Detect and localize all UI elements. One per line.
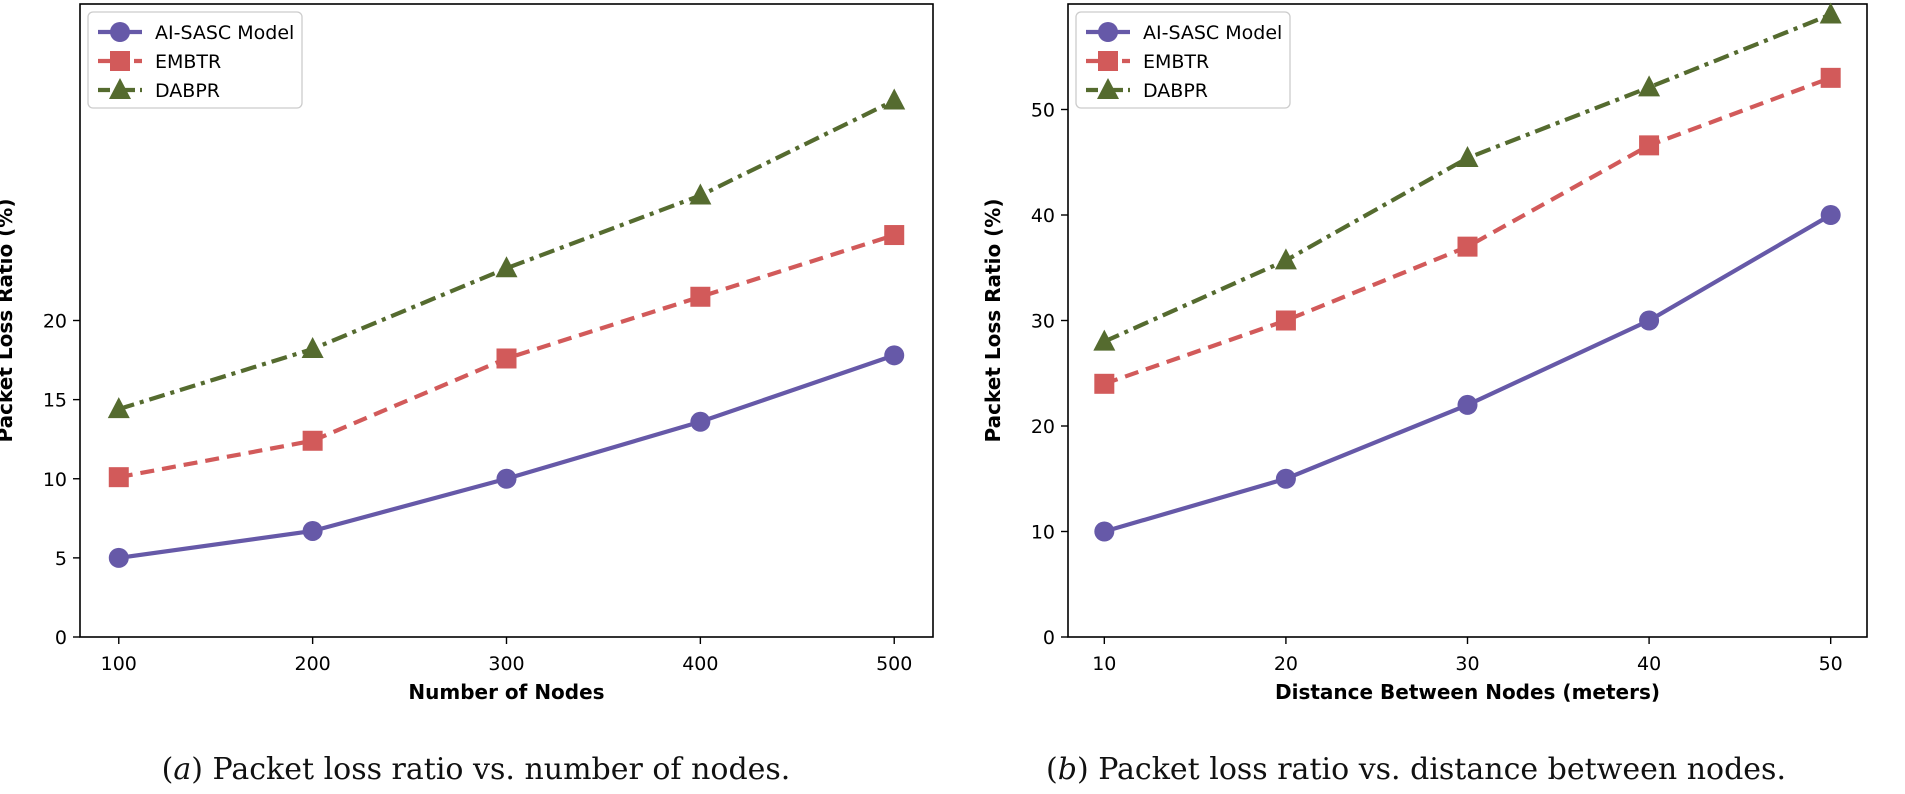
chart-a-series-1-point-2 xyxy=(496,348,517,369)
chart-b-series-2 xyxy=(1093,2,1842,351)
chart-a-series-2-point-2 xyxy=(495,256,518,278)
chart-b-series-2-point-4 xyxy=(1819,2,1842,24)
caption-a: (a) Packet loss ratio vs. number of node… xyxy=(161,752,791,787)
chart-a-series-2-point-3 xyxy=(689,183,712,205)
chart-b-svg: 10 20 30 40 50 0 10 20 30 40 50 Distance Between No… xyxy=(981,2,1868,704)
caption-b-text: Packet loss ratio vs. distance between n… xyxy=(1098,752,1786,787)
chart-b-ytick-label-1: 10 xyxy=(1031,522,1055,544)
chart-b-ytick-label-3: 30 xyxy=(1031,311,1055,333)
chart-a-xtick-label-0: 100 xyxy=(101,653,137,675)
chart-a-ylabel: Packet Loss Ratio (%) xyxy=(0,199,17,443)
chart-b-series-1-point-3 xyxy=(1639,135,1660,156)
chart-b-series-2-point-0 xyxy=(1093,329,1116,351)
chart-a-series-1-point-1 xyxy=(302,430,323,451)
chart-b-ytick-label-2: 20 xyxy=(1031,416,1055,438)
chart-b-xtick-label-3: 40 xyxy=(1637,653,1661,675)
chart-b-series-0-line xyxy=(1103,213,1832,534)
caption-a-text: Packet loss ratio vs. number of nodes. xyxy=(212,752,791,787)
chart-b-series-1-point-1 xyxy=(1275,310,1296,331)
chart-a-series-1 xyxy=(108,225,905,488)
chart-a-ytick-label-4: 20 xyxy=(43,311,67,333)
chart-b-legend-label-1: EMBTR xyxy=(1143,51,1209,73)
chart-a-series-0-point-3 xyxy=(690,411,711,432)
chart-b-series-1-line xyxy=(1103,75,1832,386)
chart-b-legend-label-0: AI-SASC Model xyxy=(1143,22,1282,44)
chart-b-series-2-point-3 xyxy=(1638,75,1661,97)
chart-a-xtick-label-4: 500 xyxy=(876,653,912,675)
chart-a-legend-marker-1 xyxy=(110,51,130,71)
chart-b-series-1-point-2 xyxy=(1457,236,1478,257)
chart-b-legend: AI-SASC Model EMBTR DABPR xyxy=(1075,11,1291,109)
chart-b-series-1-point-0 xyxy=(1094,373,1115,394)
chart-a-series-0 xyxy=(108,345,905,568)
chart-b-series-0-point-4 xyxy=(1820,205,1841,225)
chart-a-series-1-point-3 xyxy=(690,286,711,307)
chart-a-legend-box xyxy=(87,11,303,109)
chart-a-ytick-label-0: 0 xyxy=(55,627,67,649)
chart-a-legend-label-2: DABPR xyxy=(155,80,220,102)
chart-a-legend-label-1: EMBTR xyxy=(155,51,221,73)
chart-a-xlabel: Number of Nodes xyxy=(408,680,604,704)
chart-a-series-0-point-2 xyxy=(496,468,517,489)
chart-a-series-0-point-0 xyxy=(108,547,129,568)
chart-a-ytick-label-3: 15 xyxy=(43,390,67,412)
chart-a-legend-marker-0 xyxy=(110,22,130,42)
chart-a-series-0-point-4 xyxy=(884,345,905,366)
chart-b-xlabel: Distance Between Nodes (meters) xyxy=(1275,680,1660,704)
chart-a-series-0-point-1 xyxy=(302,520,323,541)
chart-b-legend-label-2: DABPR xyxy=(1143,80,1208,102)
chart-b-ytick-label-5: 50 xyxy=(1031,100,1055,122)
chart-a-legend: AI-SASC Model EMBTR DABPR xyxy=(87,11,303,109)
chart-a-xtick-label-3: 400 xyxy=(682,653,718,675)
caption-b: (b) Packet loss ratio vs. distance betwe… xyxy=(1046,752,1786,787)
chart-b-legend-box xyxy=(1075,11,1291,109)
chart-a-legend-marker-2 xyxy=(109,78,131,99)
chart-b-series-0-point-3 xyxy=(1639,310,1660,331)
chart-panel-b: 10 20 30 40 50 0 10 20 30 40 50 Distance Between No… xyxy=(970,0,1905,794)
chart-a-series-2-point-4 xyxy=(883,88,906,110)
chart-panel-a: 100 200 300 400 500 0 5 10 15 20 Number of Nodes Pa… xyxy=(0,0,952,794)
chart-b-series-0-point-2 xyxy=(1457,394,1478,415)
chart-a-legend-label-0: AI-SASC Model xyxy=(155,22,294,44)
chart-a-series-2-point-1 xyxy=(301,336,324,358)
chart-b-xtick-label-4: 50 xyxy=(1819,653,1843,675)
chart-b-xtick-label-2: 30 xyxy=(1455,653,1479,675)
chart-b-series-2-point-2 xyxy=(1456,146,1479,168)
chart-a-ytick-label-1: 5 xyxy=(55,548,67,570)
caption-a-letter: a xyxy=(173,752,192,787)
chart-a-series-1-point-0 xyxy=(108,467,129,488)
chart-b-series-0 xyxy=(1094,205,1841,542)
chart-a-series-2-line xyxy=(118,98,896,412)
chart-b-xtick-label-0: 10 xyxy=(1092,653,1116,675)
chart-a-xtick-label-2: 300 xyxy=(488,653,524,675)
chart-a-series-2 xyxy=(107,88,906,419)
chart-b-ytick-label-4: 40 xyxy=(1031,205,1055,227)
caption-b-letter: b xyxy=(1057,752,1077,787)
chart-a-svg: 100 200 300 400 500 0 5 10 15 20 Number of Nodes Pa… xyxy=(0,3,934,704)
chart-a-ytick-label-2: 10 xyxy=(43,469,67,491)
chart-b-legend-marker-0 xyxy=(1098,22,1118,42)
chart-b-legend-marker-1 xyxy=(1098,51,1118,71)
chart-b-series-1-point-4 xyxy=(1820,67,1841,88)
chart-b-ylabel: Packet Loss Ratio (%) xyxy=(981,199,1005,443)
chart-b-ytick-label-0: 0 xyxy=(1043,627,1055,649)
chart-b-series-2-point-1 xyxy=(1274,248,1297,270)
chart-b-legend-marker-2 xyxy=(1097,78,1119,99)
chart-a-series-1-point-4 xyxy=(884,225,905,246)
chart-a-xtick-label-1: 200 xyxy=(295,653,331,675)
chart-a-series-2-point-0 xyxy=(107,397,130,419)
chart-b-series-0-point-0 xyxy=(1094,521,1115,542)
chart-b-series-1 xyxy=(1094,67,1841,394)
chart-b-xtick-label-1: 20 xyxy=(1274,653,1298,675)
chart-b-series-0-point-1 xyxy=(1275,468,1296,489)
